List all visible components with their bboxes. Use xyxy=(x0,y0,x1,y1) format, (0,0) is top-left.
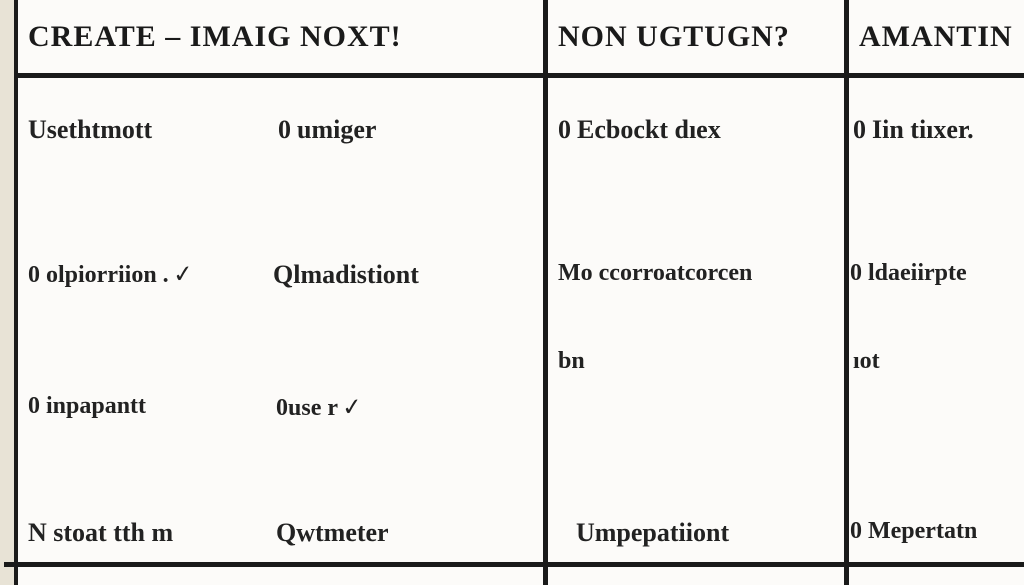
cell-text: Mo ccorroatcorcen xyxy=(558,260,752,287)
body-area: Usethtmott 0umiger 0Ecbockt dıex 0Iin tiıxe… xyxy=(18,78,1024,585)
cell-text: Qlmadistiont xyxy=(273,260,419,290)
header-col-3: AMANTIN xyxy=(844,0,1024,73)
cell-text: N stoat tth m xyxy=(28,518,173,548)
cell-text: 0Ecbockt dıex xyxy=(558,115,721,145)
cell-text: Qwtmeter xyxy=(276,518,389,548)
divider-1 xyxy=(543,78,548,585)
cell-text: 0olpiorriion .✓ xyxy=(28,260,193,289)
cell-text: ıot xyxy=(853,348,880,375)
cell-text: 0umiger xyxy=(278,115,376,145)
divider-2 xyxy=(844,78,849,585)
header-col-1: CREATE – IMAIG NOXT! xyxy=(18,0,543,73)
cell-text: 0Mepertatn xyxy=(850,518,977,545)
cell-text: 0Iin tiıxer. xyxy=(853,115,974,145)
cell-text: Umpepatiiont xyxy=(576,518,729,548)
header-col-2: NON UGTUGN? xyxy=(543,0,844,73)
cell-text: 0use r✓ xyxy=(276,393,362,422)
cell-text: 0ldaeiirpte xyxy=(850,260,967,287)
cell-text: Usethtmott xyxy=(28,115,152,145)
header-row: CREATE – IMAIG NOXT! NON UGTUGN? AMANTIN xyxy=(18,0,1024,78)
whiteboard: CREATE – IMAIG NOXT! NON UGTUGN? AMANTIN… xyxy=(14,0,1024,585)
bottom-border xyxy=(4,562,1024,567)
cell-text: 0inpapantt xyxy=(28,393,146,420)
cell-text: bn xyxy=(558,348,585,375)
